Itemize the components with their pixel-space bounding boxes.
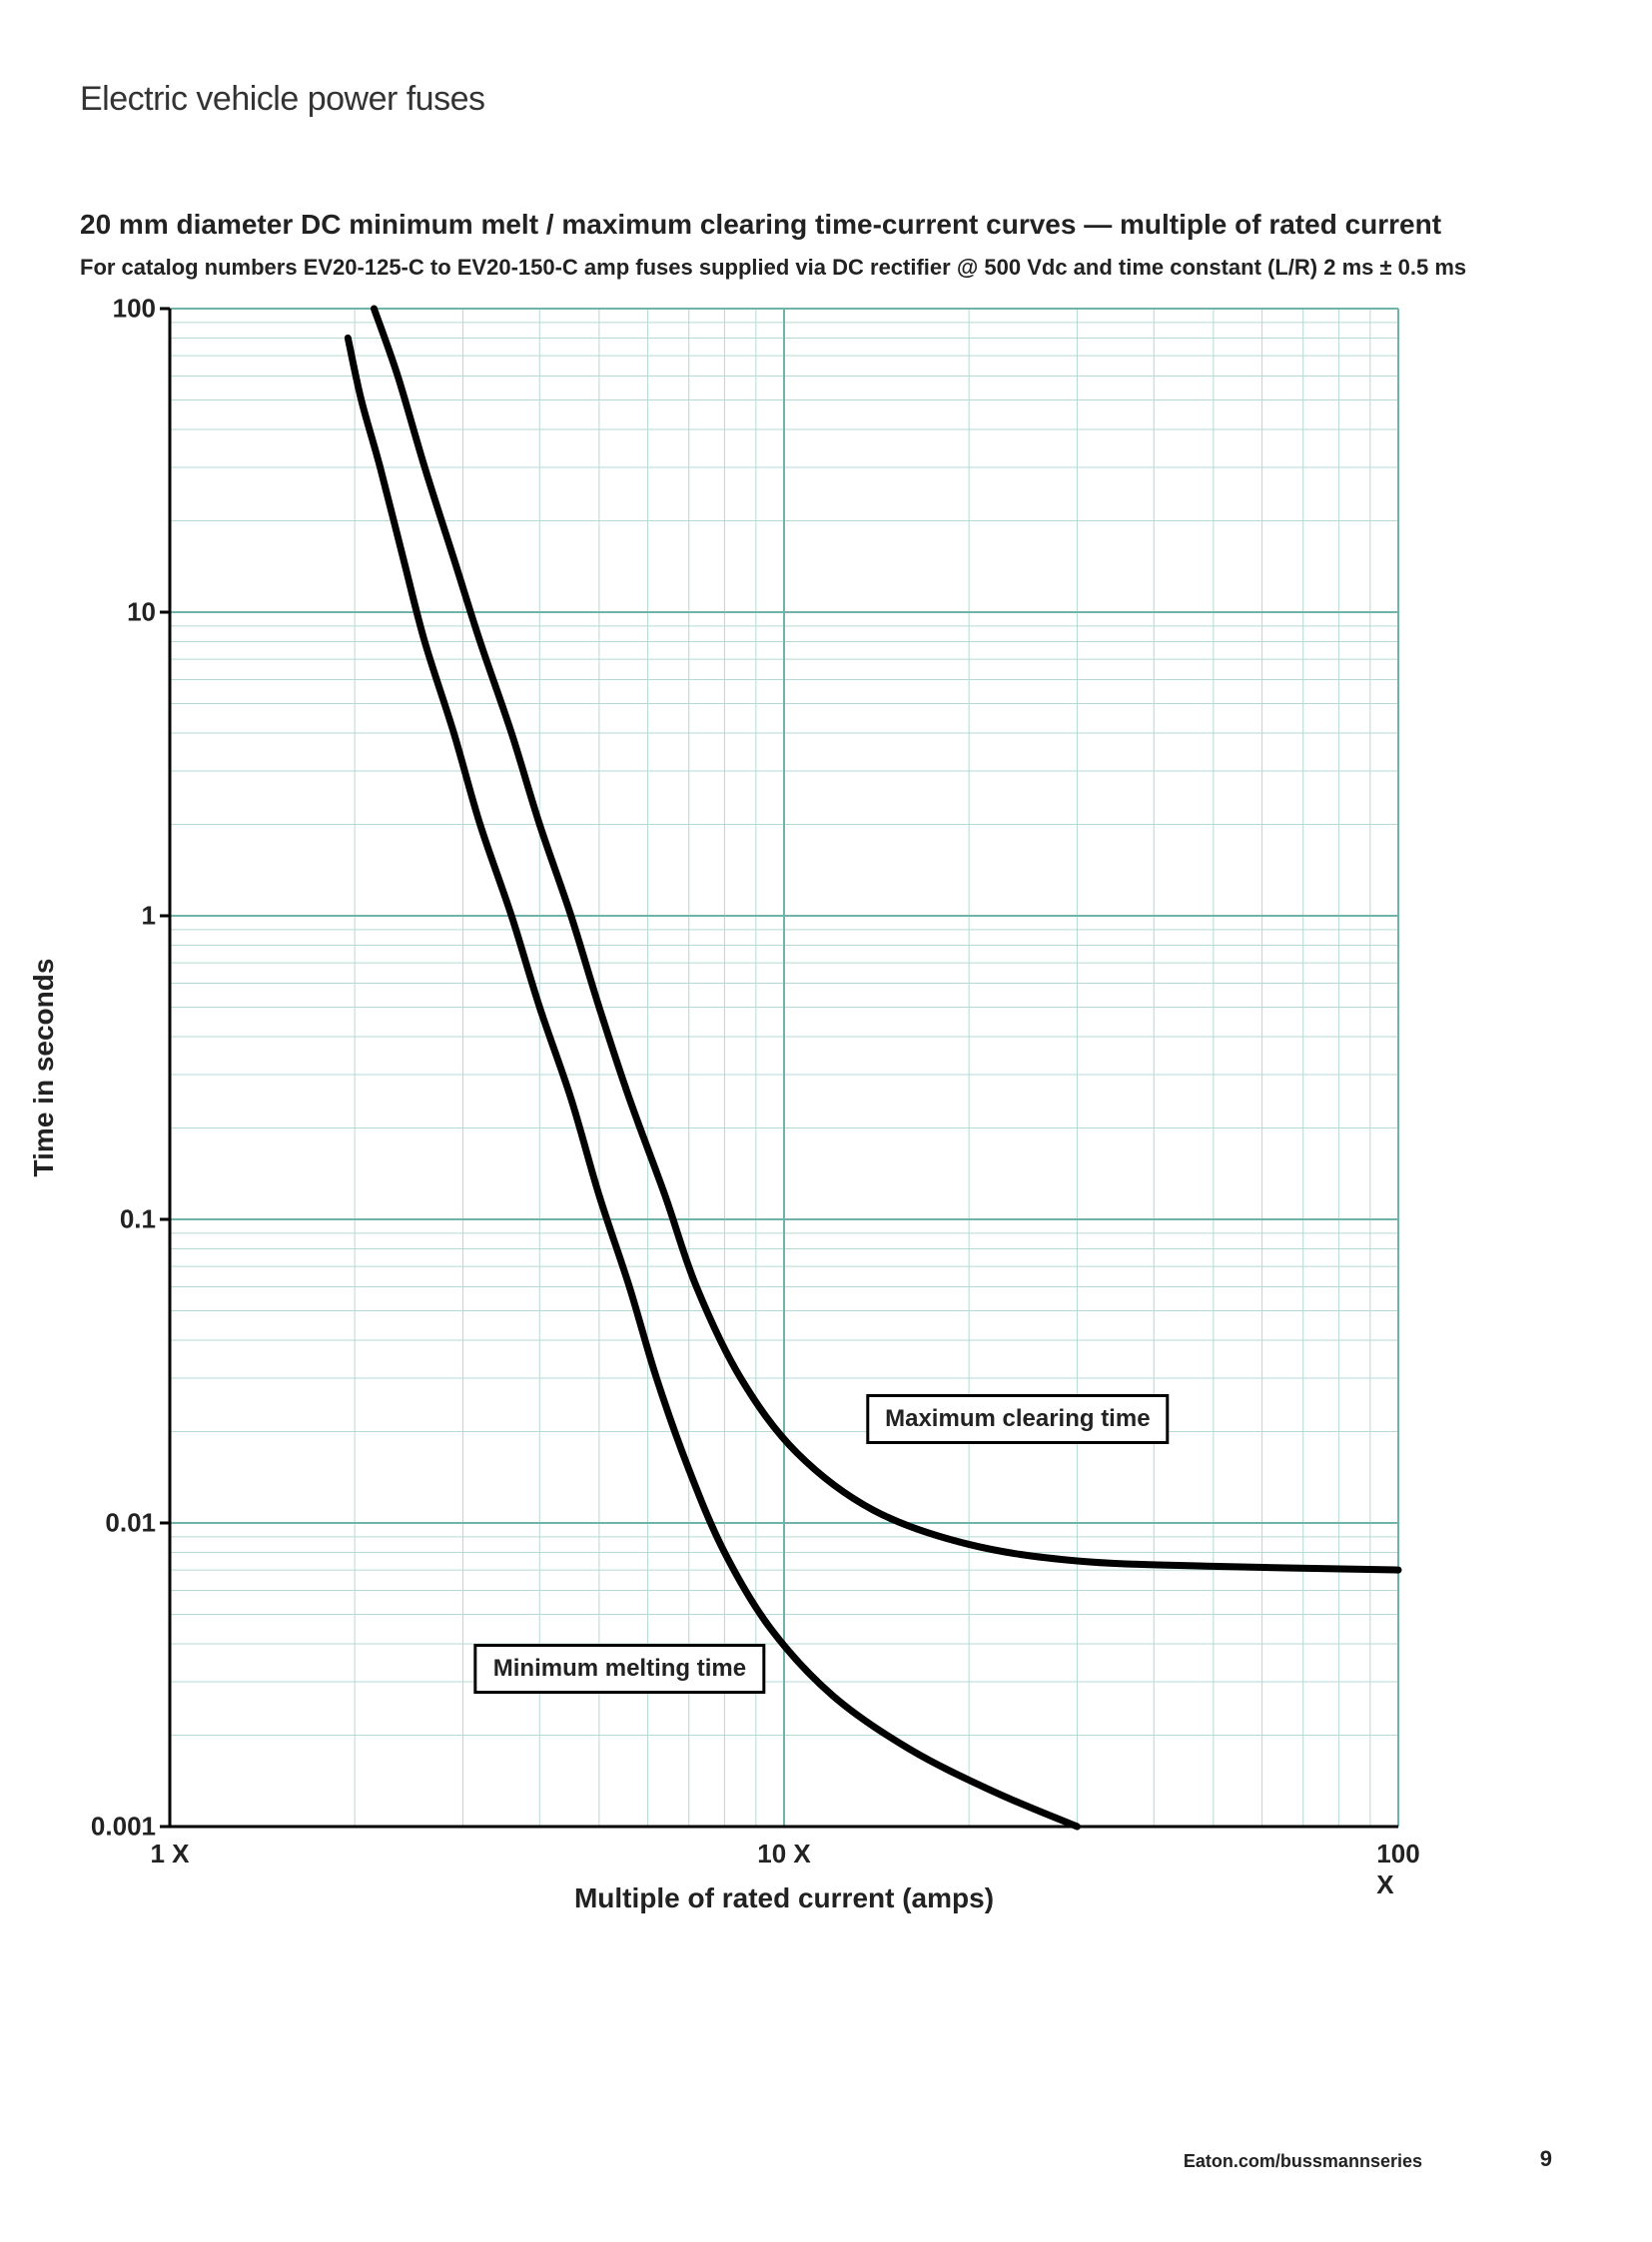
footer-page-number: 9 [1540, 2146, 1552, 2172]
y-axis-title: Time in seconds [28, 959, 60, 1177]
y-tick-label: 0.01 [105, 1508, 156, 1539]
x-tick-label: 1 X [150, 1839, 189, 1869]
y-tick-label: 10 [127, 597, 156, 628]
chart-subtitle: For catalog numbers EV20-125-C to EV20-1… [80, 255, 1572, 281]
y-tick-label: 0.1 [120, 1204, 156, 1235]
chart-container: 0.0010.010.1110100 1 X10 X100 X Time in … [170, 309, 1398, 1827]
x-tick-label: 10 X [757, 1839, 811, 1869]
y-tick-label: 100 [113, 294, 156, 325]
y-tick-label: 1 [142, 901, 156, 932]
curve-label: Maximum clearing time [866, 1394, 1169, 1444]
x-tick-label: 100 X [1376, 1839, 1419, 1900]
curve-label: Minimum melting time [474, 1644, 765, 1694]
chart-title: 20 mm diameter DC minimum melt / maximum… [80, 209, 1572, 241]
page-header-title: Electric vehicle power fuses [80, 80, 1572, 119]
footer-link: Eaton.com/bussmannseries [1184, 2151, 1422, 2172]
chart-plot-area [170, 309, 1398, 1827]
y-tick-label: 0.001 [91, 1812, 156, 1843]
x-axis-title: Multiple of rated current (amps) [574, 1882, 994, 1914]
